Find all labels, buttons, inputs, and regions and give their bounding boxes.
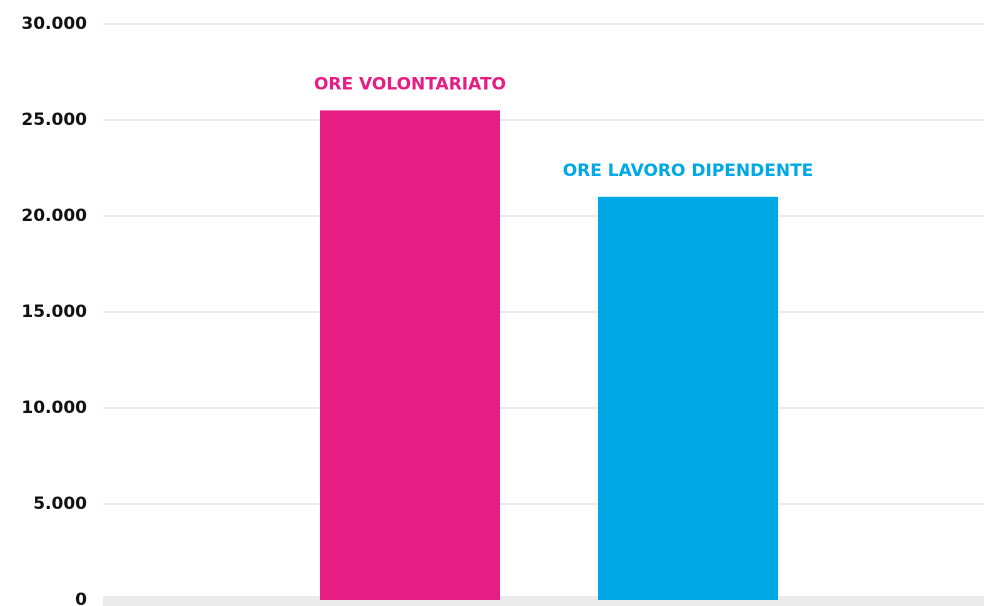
bar	[598, 196, 778, 601]
y-tick-label: 25.000	[21, 110, 87, 130]
bar-label: ORE LAVORO DIPENDENTE	[563, 161, 814, 181]
bar-label: ORE VOLONTARIATO	[314, 74, 506, 94]
y-tick-label: 15.000	[21, 302, 87, 322]
y-tick-label: 0	[75, 590, 87, 606]
y-tick-label: 10.000	[21, 398, 87, 418]
y-tick-label: 20.000	[21, 206, 87, 226]
bar	[320, 110, 500, 601]
y-tick-label: 30.000	[21, 14, 87, 34]
y-tick-label: 5.000	[33, 494, 87, 514]
